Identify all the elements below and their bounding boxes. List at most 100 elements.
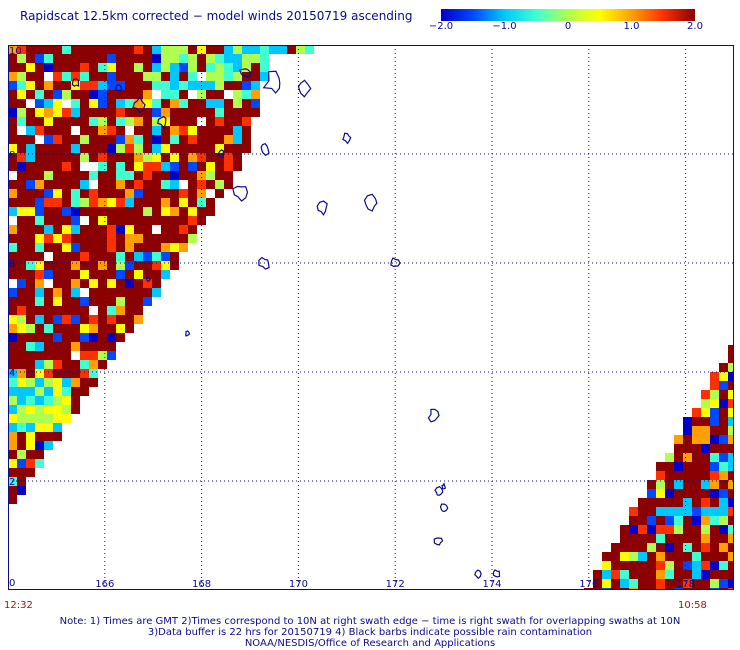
wind-cell [170, 99, 179, 108]
wind-cell [44, 432, 53, 441]
island-outline [262, 70, 281, 94]
wind-cell [152, 189, 161, 198]
wind-cell [251, 99, 260, 108]
wind-cell [701, 444, 710, 453]
wind-cell [179, 153, 188, 162]
wind-cell [53, 90, 62, 99]
wind-cell [98, 117, 107, 126]
wind-cell [710, 570, 719, 579]
wind-cell [35, 72, 44, 81]
wind-cell [161, 54, 170, 63]
wind-cell [728, 408, 734, 417]
wind-cell [17, 63, 26, 72]
wind-cell [44, 54, 53, 63]
wind-cell [125, 180, 134, 189]
wind-cell [710, 579, 719, 588]
wind-cell [107, 342, 116, 351]
wind-cell [665, 552, 674, 561]
wind-cell [35, 270, 44, 279]
wind-cell [17, 234, 26, 243]
wind-cell [719, 417, 728, 426]
wind-cell [17, 360, 26, 369]
wind-cell [44, 81, 53, 90]
wind-cell [647, 516, 656, 525]
wind-cell [98, 261, 107, 270]
wind-cell [98, 270, 107, 279]
wind-cell [701, 498, 710, 507]
wind-cell [53, 306, 62, 315]
wind-cell [143, 180, 152, 189]
wind-cell [188, 198, 197, 207]
wind-cell [62, 279, 71, 288]
wind-cell [710, 390, 719, 399]
wind-cell [692, 543, 701, 552]
wind-cell [35, 108, 44, 117]
wind-cell [116, 171, 125, 180]
wind-cell [683, 525, 692, 534]
wind-cell [251, 81, 260, 90]
wind-cell [701, 435, 710, 444]
wind-cell [710, 408, 719, 417]
wind-cell [116, 117, 125, 126]
wind-cell [161, 144, 170, 153]
wind-cell [233, 72, 242, 81]
wind-cell [143, 270, 152, 279]
wind-cell [8, 468, 17, 477]
wind-cell [215, 99, 224, 108]
wind-cell [170, 261, 179, 270]
wind-cell [143, 162, 152, 171]
wind-cell [134, 81, 143, 90]
wind-cell [719, 480, 728, 489]
wind-cell [215, 54, 224, 63]
wind-cell [728, 426, 734, 435]
wind-cell [26, 90, 35, 99]
wind-cell [602, 552, 611, 561]
wind-cell [206, 45, 215, 54]
wind-cell [53, 333, 62, 342]
wind-cell [161, 207, 170, 216]
wind-cell [62, 270, 71, 279]
wind-cell [26, 468, 35, 477]
wind-cell [647, 552, 656, 561]
wind-cell [188, 72, 197, 81]
wind-cell [44, 387, 53, 396]
wind-cell [17, 117, 26, 126]
wind-cell [206, 126, 215, 135]
wind-cell [80, 108, 89, 117]
wind-cell [683, 426, 692, 435]
wind-cell [17, 225, 26, 234]
wind-cell [44, 45, 53, 54]
wind-cell [692, 498, 701, 507]
wind-cell [71, 252, 80, 261]
wind-cell [17, 486, 26, 495]
wind-cell [692, 408, 701, 417]
wind-cell [107, 315, 116, 324]
wind-cell [224, 126, 233, 135]
wind-cell [98, 126, 107, 135]
wind-cell [35, 243, 44, 252]
wind-cell [17, 432, 26, 441]
wind-cell [143, 99, 152, 108]
wind-cell [728, 534, 734, 543]
wind-cell [71, 54, 80, 63]
wind-cell [125, 225, 134, 234]
wind-cell [701, 462, 710, 471]
wind-cell [98, 99, 107, 108]
wind-cell [80, 243, 89, 252]
wind-cell [251, 63, 260, 72]
wind-cell [728, 525, 734, 534]
wind-cell [26, 207, 35, 216]
wind-cell [116, 198, 125, 207]
wind-cell [728, 372, 734, 381]
wind-cell [8, 162, 17, 171]
wind-cell [143, 45, 152, 54]
wind-cell [134, 234, 143, 243]
wind-cell [62, 108, 71, 117]
wind-cell [8, 414, 17, 423]
wind-cell [80, 225, 89, 234]
wind-cell [611, 579, 620, 588]
wind-cell [143, 207, 152, 216]
wind-cell [8, 315, 17, 324]
wind-cell [143, 225, 152, 234]
wind-cell [134, 63, 143, 72]
